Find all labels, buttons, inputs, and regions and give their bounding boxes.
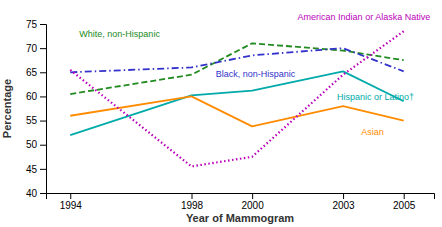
y-tick-mark — [40, 24, 46, 25]
x-tick-mark — [404, 193, 405, 199]
y-tick-label: 60 — [26, 91, 38, 102]
y-tick-label: 55 — [26, 115, 38, 126]
x-tick-label: 2005 — [393, 200, 416, 211]
x-tick: 2005 — [393, 193, 416, 211]
y-axis-line — [40, 25, 47, 194]
x-tick: 2003 — [332, 193, 355, 211]
x-tick-mark — [343, 193, 344, 199]
annotation: Hispanic or Latino† — [337, 92, 414, 102]
y-tick: 60 — [26, 91, 46, 102]
y-tick: 75 — [26, 19, 46, 30]
annotation: American Indian or Alaska Native — [298, 12, 431, 22]
annotations: White, non-Hispanic Black, non-Hispanic Hi… — [79, 12, 430, 137]
y-tick: 70 — [26, 43, 46, 54]
y-tick-label: 50 — [26, 139, 38, 150]
annotation: White, non-Hispanic — [79, 29, 160, 39]
y-tick-mark — [40, 121, 46, 122]
y-axis-title: Percentage — [1, 79, 13, 138]
x-tick-label: 1994 — [60, 200, 83, 211]
y-tick: 45 — [26, 164, 46, 175]
x-tick-label: 2000 — [242, 200, 265, 211]
y-tick: 65 — [26, 67, 46, 78]
x-axis-line — [47, 194, 435, 200]
x-tick: 1994 — [60, 193, 83, 211]
series-line — [70, 71, 403, 135]
x-axis: 1994 1998 2000 2003 2005 — [47, 193, 435, 211]
x-tick-mark — [192, 193, 193, 199]
series-line — [70, 43, 403, 94]
y-axis: 40 45 50 55 60 65 70 75 — [26, 19, 47, 199]
x-tick: 2000 — [242, 193, 265, 211]
y-tick-mark — [40, 72, 46, 73]
chart: 1994 1998 2000 2003 2005 40 45 50 55 60 65 70 75 Whit… — [0, 0, 442, 227]
y-tick-label: 65 — [26, 67, 38, 78]
y-tick: 40 — [26, 188, 46, 199]
x-axis-title: Year of Mammogram — [186, 212, 294, 224]
y-tick-label: 70 — [26, 43, 38, 54]
y-tick-label: 40 — [26, 188, 38, 199]
y-tick-mark — [40, 169, 46, 170]
y-tick-label: 75 — [26, 19, 38, 30]
x-tick-mark — [252, 193, 253, 199]
y-tick-mark — [40, 193, 46, 194]
y-tick-mark — [40, 48, 46, 49]
x-tick-label: 2003 — [332, 200, 355, 211]
annotation: Black, non-Hispanic — [216, 69, 296, 79]
x-tick-label: 1998 — [181, 200, 204, 211]
y-tick-mark — [40, 145, 46, 146]
plot: 1994 1998 2000 2003 2005 40 45 50 55 60 65 70 75 Whit… — [26, 12, 435, 211]
y-tick-label: 45 — [26, 164, 38, 175]
y-tick: 50 — [26, 139, 46, 150]
annotation: Asian — [361, 127, 384, 137]
y-tick-mark — [40, 96, 46, 97]
y-tick: 55 — [26, 115, 46, 126]
x-tick: 1998 — [181, 193, 204, 211]
x-tick-mark — [70, 193, 71, 199]
